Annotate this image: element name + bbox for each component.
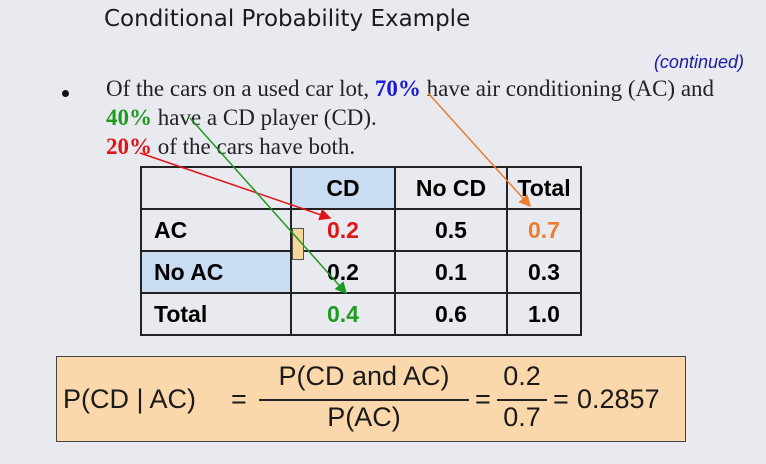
green-arrow (189, 117, 347, 295)
formula-result: 0.2857 (577, 384, 660, 414)
table-row: AC 0.2 0.5 0.7 (140, 208, 582, 252)
table-row: Total 0.4 0.6 1.0 (140, 292, 582, 336)
conditional-probability-formula: P(CD | AC) = P(CD and AC) P(AC) = 0.2 0.… (56, 356, 686, 442)
statement-text: have air conditioning (AC) and (420, 76, 715, 101)
red-arrow (139, 152, 332, 221)
header-cell: CD (290, 166, 396, 210)
table-cell: 0.3 (506, 250, 582, 294)
header-cell (140, 166, 292, 210)
row-label: AC (140, 208, 292, 252)
table-cell: 0.2 (290, 208, 396, 252)
header-cell: No CD (394, 166, 508, 210)
table-cell: 0.1 (394, 250, 508, 294)
table-cell: 0.4 (290, 292, 396, 336)
table-cell: 0.7 (506, 208, 582, 252)
slide-title: Conditional Probability Example (104, 6, 471, 32)
formula-lhs: P(CD | AC) (63, 384, 197, 414)
table-cell: 0.6 (394, 292, 508, 336)
header-cell: Total (506, 166, 582, 210)
value-denominator: 0.7 (503, 402, 541, 432)
equals-sign: = (553, 384, 569, 414)
fraction-bar (259, 399, 469, 401)
statement-text: have a CD player (CD). (152, 105, 377, 130)
fraction-bar (497, 399, 547, 401)
row-label: Total (140, 292, 292, 336)
continued-label: (continued) (653, 52, 744, 72)
equals-sign: = (475, 384, 491, 414)
probability-table: CD No CD Total AC 0.2 0.5 0.7 No AC 0.2 … (140, 166, 582, 336)
value-numerator: 0.2 (503, 361, 541, 391)
bullet-point (62, 90, 69, 97)
formula-numerator: P(CD and AC) (278, 361, 450, 391)
row-label: No AC (140, 250, 292, 294)
table-cell: 1.0 (506, 292, 582, 336)
equals-sign: = (231, 384, 247, 414)
statement-text: of the cars have both. (152, 134, 356, 159)
table-header-row: CD No CD Total (140, 166, 582, 210)
statement-text: Of the cars on a used car lot, (106, 76, 375, 101)
orange-arrow (427, 92, 532, 208)
pct-cd: 40% (106, 105, 152, 130)
table-cell: 0.5 (394, 208, 508, 252)
pct-ac: 70% (374, 76, 421, 101)
formula-denominator: P(AC) (327, 402, 401, 432)
